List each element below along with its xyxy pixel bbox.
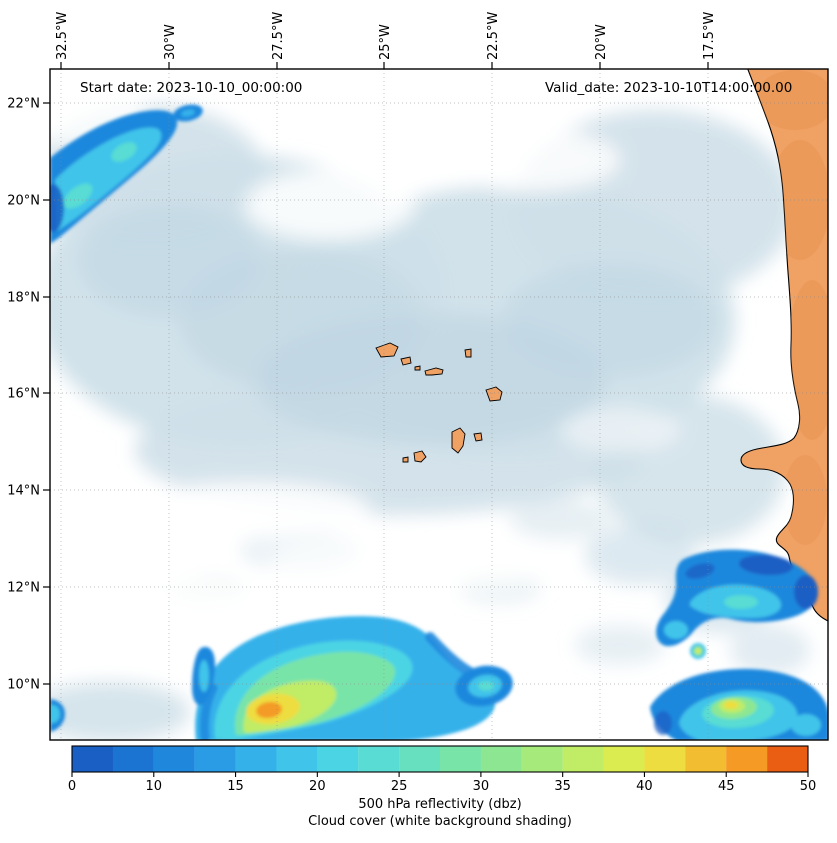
plot-border — [49, 68, 829, 741]
lon-tick-label: 27.5°W — [271, 12, 286, 60]
lat-tick-label: 18°N — [7, 291, 40, 306]
start-date-annotation: Start date: 2023-10-10_00:00:00 — [80, 80, 302, 96]
lat-tick-label: 16°N — [7, 387, 40, 402]
colorbar-tick-label: 35 — [554, 779, 571, 794]
colorbar-tick-label: 50 — [800, 779, 817, 794]
gridlines — [50, 69, 828, 740]
colorbar-segment — [153, 746, 195, 772]
island-maio — [473, 432, 483, 442]
colorbar-segment — [480, 746, 522, 772]
colorbar-segment — [194, 746, 236, 772]
colorbar-segment — [358, 746, 400, 772]
valid-date-annotation: Valid_date: 2023-10-10T14:00:00.00 — [545, 80, 792, 96]
colorbar-segment — [276, 746, 318, 772]
island-fogo — [413, 450, 427, 463]
lat-tick-label: 10°N — [7, 678, 40, 693]
island-brava — [402, 456, 409, 463]
top-axis-ticks — [60, 62, 709, 69]
left-axis-ticks — [43, 102, 50, 685]
colorbar-tick-label: 0 — [68, 779, 76, 794]
lon-tick-label: 17.5°W — [702, 12, 717, 60]
colorbar-tick-label: 20 — [309, 779, 326, 794]
colorbar-tick-labels: 0 10 15 20 25 30 35 40 45 50 — [68, 779, 816, 794]
island-santo-antao — [375, 342, 399, 358]
colorbar-segment — [685, 746, 727, 772]
colorbar-segment — [521, 746, 563, 772]
island-sao-nicolau — [424, 367, 444, 376]
colorbar-tick-marks — [71, 772, 809, 777]
lon-tick-labels: 32.5°W 30°W 27.5°W 25°W 22.5°W 20°W 17.5… — [55, 12, 717, 60]
island-boa-vista — [485, 386, 503, 402]
colorbar-tick-label: 40 — [636, 779, 653, 794]
colorbar-tick-label: 45 — [718, 779, 735, 794]
colorbar-title: 500 hPa reflectivity (dbz) — [358, 797, 521, 812]
lat-tick-label: 22°N — [7, 97, 40, 112]
lat-tick-labels: 22°N 20°N 18°N 16°N 14°N 12°N 10°N — [7, 97, 40, 693]
island-santa-luzia — [414, 365, 421, 371]
colorbar-segment — [767, 746, 808, 772]
colorbar-segment — [440, 746, 481, 772]
reflectivity-west-edge-blob — [50, 699, 65, 732]
colorbar-segment — [317, 746, 359, 772]
lon-tick-label: 20°W — [594, 24, 609, 60]
africa-land — [740, 69, 828, 622]
lon-tick-label: 25°W — [378, 24, 393, 60]
colorbar-subtitle: Cloud cover (white background shading) — [308, 814, 572, 829]
lon-tick-label: 30°W — [163, 24, 178, 60]
colorbar-segment — [603, 746, 645, 772]
colorbar: 0 10 15 20 25 30 35 40 45 50 500 hPa ref… — [68, 745, 816, 829]
colorbar-segment — [726, 746, 768, 772]
colorbar-segment — [644, 746, 686, 772]
colorbar-segment — [235, 746, 277, 772]
colorbar-tick-label: 15 — [227, 779, 244, 794]
lon-tick-label: 22.5°W — [486, 12, 501, 60]
colorbar-border — [71, 745, 809, 773]
colorbar-segment — [112, 746, 154, 772]
reflectivity-southeast-blobs — [650, 549, 828, 740]
lon-tick-label: 32.5°W — [55, 12, 70, 60]
cape-verde-islands — [375, 342, 503, 463]
reflectivity-south-central-blob — [192, 616, 513, 740]
colorbar-segment — [562, 746, 604, 772]
island-santiago — [451, 427, 466, 454]
colorbar-segment — [72, 746, 113, 772]
lat-tick-label: 20°N — [7, 194, 40, 209]
reflectivity-northwest-blob — [50, 104, 203, 245]
island-sal — [464, 348, 472, 358]
colorbar-segments — [72, 746, 808, 772]
lat-tick-label: 12°N — [7, 581, 40, 596]
colorbar-tick-label: 25 — [391, 779, 408, 794]
reflectivity-layer — [50, 104, 828, 740]
colorbar-segment — [399, 746, 441, 772]
colorbar-tick-label: 30 — [473, 779, 490, 794]
island-sao-vicente — [400, 356, 412, 366]
colorbar-tick-label: 10 — [146, 779, 163, 794]
lat-tick-label: 14°N — [7, 484, 40, 499]
